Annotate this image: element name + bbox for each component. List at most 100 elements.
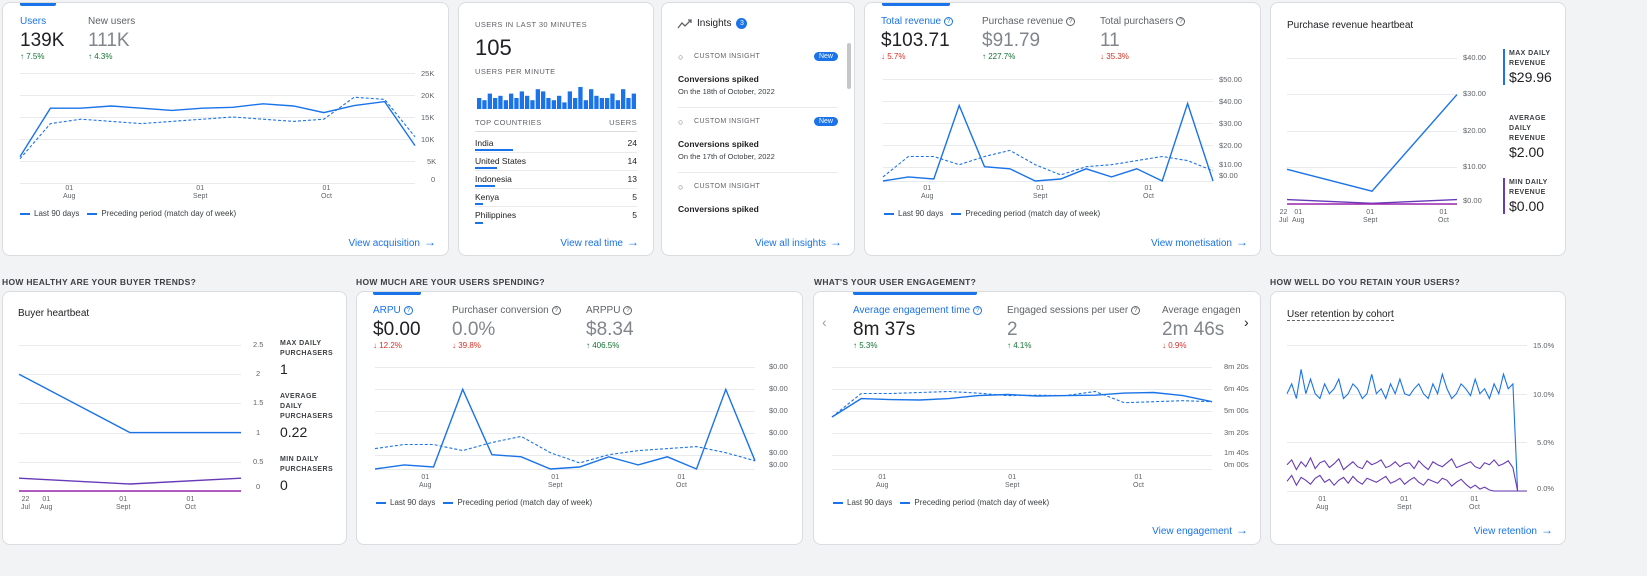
y-axis: 15.0% 10.0% 5.0% 0.0% xyxy=(1533,341,1565,497)
insight-item[interactable]: ○ CUSTOM INSIGHT Conversions spiked xyxy=(678,182,838,222)
help-icon[interactable]: ? xyxy=(1131,306,1141,315)
x-tick-day: 01 xyxy=(1008,474,1017,481)
minute-bar[interactable] xyxy=(621,89,626,109)
y-tick: 10.0% xyxy=(1533,390,1555,399)
help-icon[interactable]: ? xyxy=(1066,17,1076,26)
insights-scrollbar[interactable] xyxy=(847,43,851,89)
minute-bar[interactable] xyxy=(583,100,588,109)
insight-kind: CUSTOM INSIGHT xyxy=(694,53,761,60)
view-all-insights-link[interactable]: View all insights → xyxy=(755,235,842,249)
insight-item[interactable]: ○ CUSTOM INSIGHT New Conversions spiked … xyxy=(678,52,838,108)
country-row[interactable]: Kenya 5 xyxy=(475,189,637,207)
x-tick: 01 Sept xyxy=(116,496,130,512)
metric-tab-purchase-revenue[interactable]: Purchase revenue? $91.79 ↑ 227.7% xyxy=(982,16,1076,61)
minute-bar[interactable] xyxy=(509,93,514,109)
view-real-time-link[interactable]: View real time → xyxy=(560,235,639,249)
metric-tab-users[interactable]: Users 139K ↑ 7.5% xyxy=(20,16,64,61)
x-tick-month: Oct xyxy=(1143,193,1154,200)
x-tick-day: 01 xyxy=(65,185,74,192)
x-tick-month: Oct xyxy=(1133,482,1144,489)
minute-bar[interactable] xyxy=(551,100,556,109)
minute-bar[interactable] xyxy=(482,100,487,109)
minute-bar[interactable] xyxy=(503,100,508,109)
realtime-value: 105 xyxy=(475,35,512,60)
view-monetisation-link[interactable]: View monetisation → xyxy=(1151,235,1248,249)
x-tick-day: 01 xyxy=(421,474,430,481)
view-acquisition-link[interactable]: View acquisition → xyxy=(348,235,436,249)
country-row[interactable]: Philippines 5 xyxy=(475,207,637,225)
help-icon[interactable]: ? xyxy=(403,306,413,315)
help-icon[interactable]: ? xyxy=(623,306,633,315)
minute-bar[interactable] xyxy=(562,102,567,109)
link-text: View retention xyxy=(1473,526,1537,537)
minute-bar[interactable] xyxy=(477,98,482,109)
chevron-right-icon[interactable]: › xyxy=(1244,314,1249,330)
x-tick-day: 01 xyxy=(196,185,205,192)
minute-bar[interactable] xyxy=(525,95,530,109)
help-icon[interactable]: ? xyxy=(944,17,954,26)
metric-tab-total-revenue[interactable]: Total revenue? $103.71 ↓ 5.7% xyxy=(881,16,954,61)
minute-bar[interactable] xyxy=(578,87,583,109)
y-tick: 0m 00s xyxy=(1224,460,1249,469)
x-tick: 01 Oct xyxy=(676,474,687,490)
metric-change: ↓ 5.7% xyxy=(881,52,906,61)
insight-item[interactable]: ○ CUSTOM INSIGHT New Conversions spiked … xyxy=(678,117,838,173)
minute-bar[interactable] xyxy=(546,98,551,109)
minute-bar[interactable] xyxy=(594,95,599,109)
minute-bar[interactable] xyxy=(626,98,631,109)
country-row[interactable]: India 24 xyxy=(475,135,637,153)
minute-bar[interactable] xyxy=(615,100,620,109)
help-icon[interactable]: ? xyxy=(973,306,983,315)
y-axis: $0.00 $0.00 $0.00 $0.00 $0.00 $0.00 xyxy=(769,362,802,472)
minute-bar[interactable] xyxy=(519,91,524,109)
view-engagement-link[interactable]: View engagement → xyxy=(1152,523,1248,537)
stat-min-revenue: MIN DAILY REVENUE $0.00 xyxy=(1503,178,1557,214)
country-row[interactable]: Indonesia 13 xyxy=(475,171,637,189)
metric-tab-arppu[interactable]: ARPPU? $8.34 ↑ 406.5% xyxy=(586,305,634,350)
minute-bar[interactable] xyxy=(567,91,572,109)
minute-bar[interactable] xyxy=(487,93,492,109)
chevron-left-icon[interactable]: ‹ xyxy=(822,314,827,330)
metric-change: ↓ 12.2% xyxy=(373,341,402,350)
metric-tab-average-engagement-time[interactable]: Average engagement time? 8m 37s ↑ 5.3% xyxy=(853,305,983,350)
section-heading: HOW MUCH ARE YOUR USERS SPENDING? xyxy=(356,277,545,287)
minute-bar[interactable] xyxy=(498,95,503,109)
minute-bar[interactable] xyxy=(541,91,546,109)
chart-area xyxy=(1286,345,1527,492)
minute-bar[interactable] xyxy=(631,93,636,109)
view-retention-link[interactable]: View retention → xyxy=(1474,523,1553,537)
y-tick: $10.00 xyxy=(1219,160,1242,169)
metric-tab-average-engagement[interactable]: Average engagem 2m 46s ↓ 0.9% xyxy=(1162,305,1240,350)
help-icon[interactable]: ? xyxy=(1176,17,1186,26)
change-text: 4.3% xyxy=(94,52,113,61)
help-icon[interactable]: ? xyxy=(551,306,561,315)
minute-bar[interactable] xyxy=(589,89,594,109)
country-row[interactable]: United States 14 xyxy=(475,153,637,171)
minute-bar[interactable] xyxy=(530,100,535,109)
metric-tab-arpu[interactable]: ARPU? $0.00 ↓ 12.2% xyxy=(373,305,421,350)
card-title[interactable]: User retention by cohort xyxy=(1287,309,1394,321)
series-line-preceding-period-match-day-of-week xyxy=(831,390,1213,418)
x-tick-month: Sept xyxy=(193,193,208,200)
change-text: 5.3% xyxy=(859,341,878,350)
solid-line-swatch xyxy=(833,501,843,504)
minute-bar[interactable] xyxy=(610,93,615,109)
minute-bar[interactable] xyxy=(514,98,519,109)
x-tick: 01 Aug xyxy=(63,185,75,201)
minute-bar[interactable] xyxy=(557,95,562,109)
minute-bar[interactable] xyxy=(599,98,604,109)
minute-bar[interactable] xyxy=(535,89,540,109)
x-tick-month: Oct xyxy=(1438,217,1449,224)
x-tick-day: 01 xyxy=(1470,496,1479,503)
minute-bar[interactable] xyxy=(573,98,578,109)
insight-kind: CUSTOM INSIGHT xyxy=(694,118,761,125)
lightbulb-icon: ○ xyxy=(678,182,684,192)
metric-tab-engaged-sessions-per-user[interactable]: Engaged sessions per user? 2 ↑ 4.1% xyxy=(1007,305,1141,350)
metric-tab-purchaser-conversion[interactable]: Purchaser conversion? 0.0% ↓ 39.8% xyxy=(452,305,561,350)
metric-tab-total-purchasers[interactable]: Total purchasers? 11 ↓ 35.3% xyxy=(1100,16,1186,61)
x-tick: 01 Oct xyxy=(1133,474,1144,490)
buyer-heartbeat-chart xyxy=(18,373,242,492)
minute-bar[interactable] xyxy=(493,98,498,109)
metric-tab-new-users[interactable]: New users 111K ↑ 4.3% xyxy=(88,16,135,61)
minute-bar[interactable] xyxy=(605,98,610,109)
